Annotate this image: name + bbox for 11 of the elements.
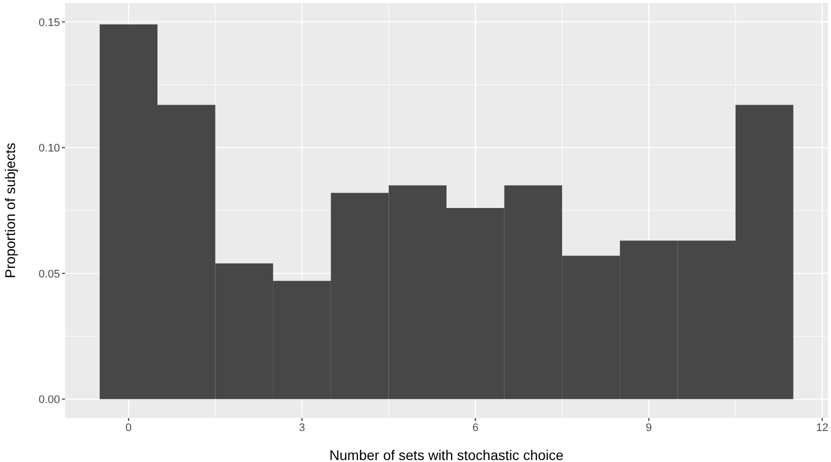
y-tick-label: 0.15 [38, 16, 60, 29]
x-tick-label: 6 [472, 422, 478, 434]
y-tick-label: 0.05 [38, 268, 60, 280]
x-tick-label: 0 [126, 422, 132, 434]
y-tick-label: 0.10 [38, 142, 60, 155]
y-tick-label: 0.00 [38, 394, 60, 406]
y-axis-title: Proportion of subjects [2, 142, 18, 278]
x-tick-label: 3 [298, 422, 306, 434]
x-axis-title: Number of sets with stochastic choice [329, 447, 564, 462]
x-tick-label: 12 [816, 422, 828, 434]
x-tick-label: 9 [646, 422, 652, 434]
